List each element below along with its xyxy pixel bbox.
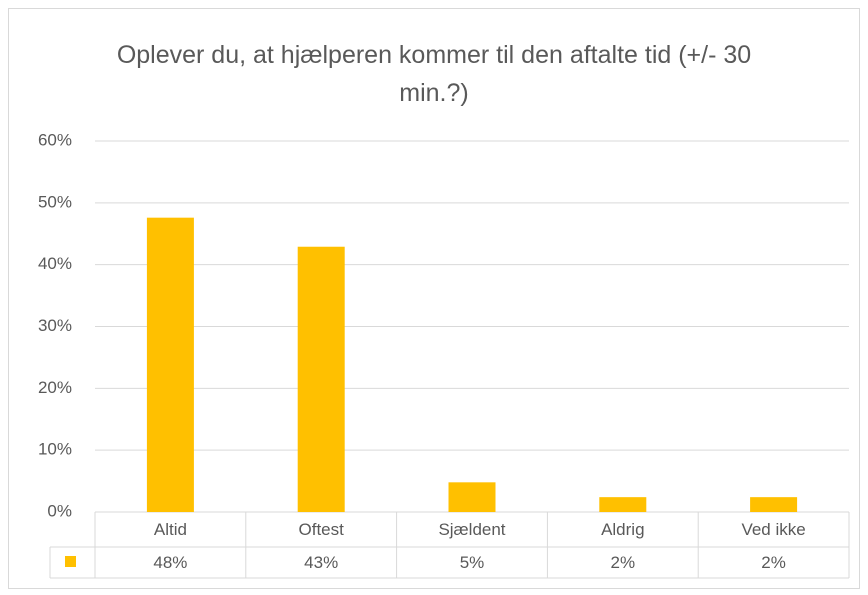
x-tick-label: Aldrig (601, 520, 644, 539)
y-tick-label: 60% (38, 130, 72, 149)
table-value: 5% (460, 553, 485, 572)
y-tick-label: 50% (38, 192, 72, 211)
x-tick-label: Altid (154, 520, 187, 539)
table-value: 2% (761, 553, 786, 572)
y-tick-label: 40% (38, 254, 72, 273)
legend-key (65, 556, 76, 567)
table-value: 48% (153, 553, 187, 572)
bar (599, 497, 647, 512)
y-tick-label: 30% (38, 316, 72, 335)
bar (146, 217, 194, 512)
chart-title: Oplever du, at hjælperen kommer til den … (116, 41, 752, 107)
bar (297, 246, 345, 513)
x-tick-label: Ved ikke (741, 520, 805, 539)
table-value: 2% (611, 553, 636, 572)
x-tick-label: Sjældent (438, 520, 505, 539)
table-value: 43% (304, 553, 338, 572)
x-tick-label: Oftest (299, 520, 345, 539)
y-tick-label: 10% (38, 440, 72, 459)
y-tick-label: 20% (38, 378, 72, 397)
y-tick-label: 0% (47, 501, 72, 520)
bar (448, 482, 496, 512)
bar (750, 497, 798, 512)
